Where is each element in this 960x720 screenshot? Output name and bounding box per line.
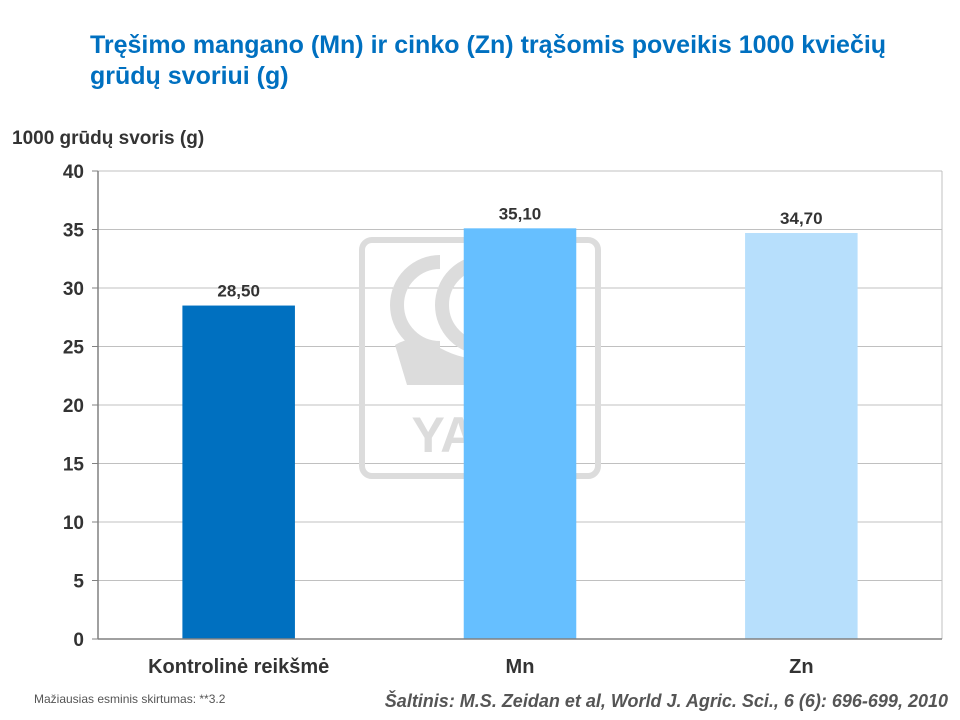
data-labels: 28,50 35,10 34,70 bbox=[217, 204, 822, 300]
y-axis-label: 1000 grūdų svoris (g) bbox=[12, 128, 205, 149]
data-label-0: 28,50 bbox=[217, 282, 260, 301]
y-tick-label-35: 35 bbox=[63, 221, 85, 242]
watermark-arc-1 bbox=[390, 255, 441, 355]
chart-title: Tręšimo mangano (Mn) ir cinko (Zn) trąšo… bbox=[90, 31, 887, 90]
x-tick-label-0: Kontrolinė reikšmė bbox=[148, 656, 329, 678]
y-tick-label-40: 40 bbox=[63, 162, 84, 183]
y-tick-labels: 0 5 10 15 20 25 30 35 40 bbox=[63, 162, 85, 651]
footnote-lsd: Mažiausias esminis skirtumas: **3.2 bbox=[34, 692, 226, 706]
bar-2 bbox=[745, 233, 858, 639]
x-tick-label-1: Mn bbox=[506, 656, 535, 678]
y-tick-label-30: 30 bbox=[63, 279, 84, 300]
y-tick-label-10: 10 bbox=[63, 513, 84, 534]
bars bbox=[182, 228, 858, 639]
y-tick-label-25: 25 bbox=[63, 338, 85, 359]
data-label-1: 35,10 bbox=[499, 204, 542, 223]
source-citation: Šaltinis: M.S. Zeidan et al, World J. Ag… bbox=[384, 691, 948, 711]
bar-1 bbox=[463, 228, 577, 639]
bar-0 bbox=[182, 305, 295, 639]
y-tick-label-5: 5 bbox=[73, 572, 84, 593]
data-label-2: 34,70 bbox=[780, 209, 823, 228]
y-tick-label-15: 15 bbox=[63, 455, 85, 476]
y-tick-label-20: 20 bbox=[63, 396, 84, 417]
y-tick-label-0: 0 bbox=[73, 630, 84, 651]
x-tick-label-2: Zn bbox=[789, 656, 813, 678]
x-tick-labels: Kontrolinė reikšmė Mn Zn bbox=[148, 656, 813, 678]
axes bbox=[97, 171, 943, 640]
